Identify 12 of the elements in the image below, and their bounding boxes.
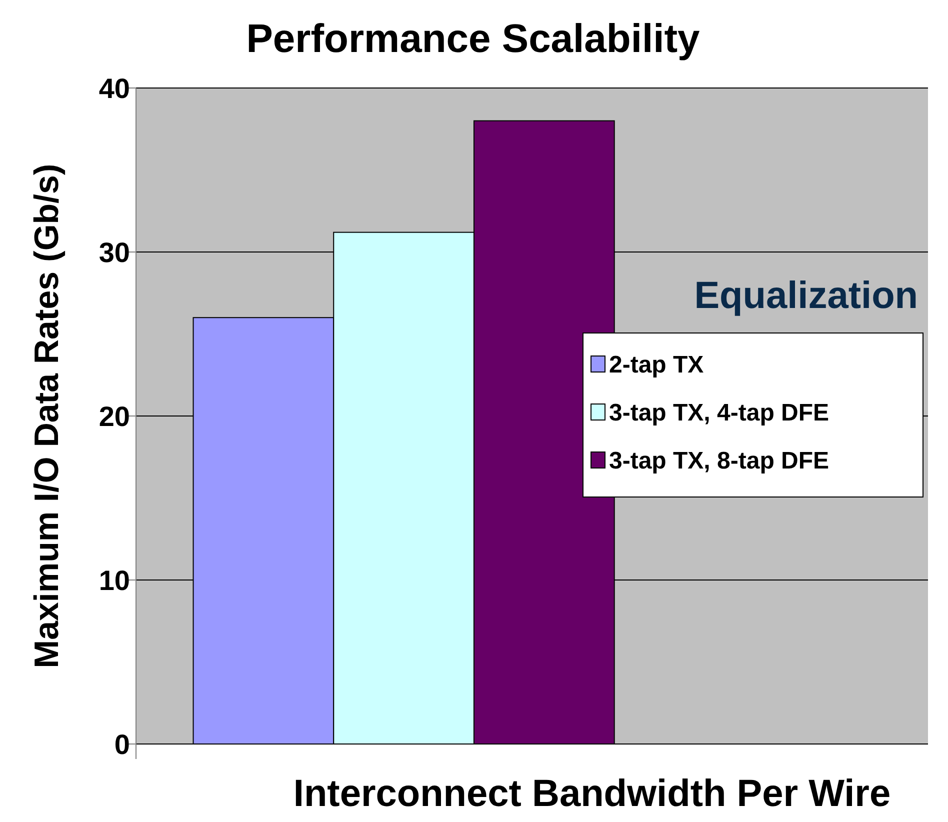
- y-tick-label: 30: [98, 236, 130, 268]
- y-axis-title: Maximum I/O Data Rates (Gb/s): [28, 164, 66, 668]
- legend-label: 3-tap TX, 4-tap DFE: [609, 399, 830, 426]
- y-tick-label: 20: [98, 400, 130, 432]
- y-tick-label: 40: [98, 72, 130, 104]
- x-axis-title: Interconnect Bandwidth Per Wire: [293, 773, 891, 815]
- legend-label: 2-tap TX: [609, 351, 704, 378]
- legend-title: Equalization: [694, 275, 918, 317]
- legend-label: 3-tap TX, 8-tap DFE: [609, 447, 830, 474]
- y-tick-label: 0: [114, 728, 130, 760]
- y-tick-label: 10: [98, 564, 130, 596]
- chart-title: Performance Scalability: [246, 17, 701, 61]
